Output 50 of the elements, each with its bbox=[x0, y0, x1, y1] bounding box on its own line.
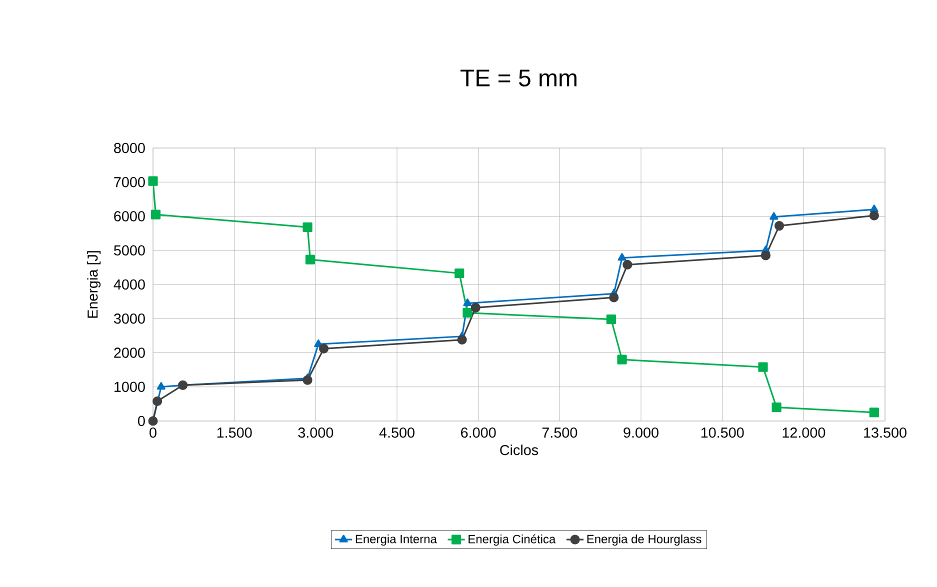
x-tick-label: 1.500 bbox=[217, 428, 252, 438]
y-tick-label: 4000 bbox=[114, 279, 145, 290]
x-tick-label: 12.000 bbox=[782, 428, 826, 438]
x-tick-label: 10.500 bbox=[701, 428, 744, 438]
x-tick-label: 6.000 bbox=[461, 428, 496, 438]
y-axis-title: Energia [J] bbox=[87, 251, 101, 318]
y-tick-label: 2000 bbox=[114, 348, 145, 358]
x-tick-label: 7.500 bbox=[542, 428, 578, 438]
x-tick-label: 4.500 bbox=[379, 428, 414, 438]
y-tick-label: 5000 bbox=[114, 245, 145, 256]
point bbox=[462, 308, 472, 318]
legend-label: Energia de Hourglass bbox=[587, 534, 702, 546]
point bbox=[617, 354, 627, 364]
point bbox=[609, 292, 619, 302]
point bbox=[302, 222, 312, 232]
y-tick-label: 0 bbox=[138, 416, 145, 426]
point bbox=[770, 212, 778, 220]
legend-label: Energia Cinética bbox=[468, 534, 556, 546]
point bbox=[305, 254, 316, 264]
point bbox=[148, 176, 158, 186]
y-tick-label: 7000 bbox=[114, 177, 145, 188]
point bbox=[454, 268, 464, 278]
y-tick-label: 8000 bbox=[114, 142, 145, 154]
x-tick-label: 0 bbox=[150, 428, 156, 438]
point bbox=[618, 253, 626, 261]
point bbox=[302, 375, 312, 385]
y-tick-label: 6000 bbox=[114, 211, 145, 222]
point bbox=[774, 221, 784, 231]
chart-title: TE = 5 mm bbox=[460, 70, 576, 86]
point bbox=[457, 334, 467, 345]
point bbox=[470, 302, 480, 313]
point bbox=[869, 210, 879, 220]
point bbox=[758, 362, 768, 372]
legend-label: Energia Interna bbox=[356, 534, 437, 546]
x-tick-label: 9.000 bbox=[624, 428, 658, 438]
point bbox=[319, 344, 329, 354]
point bbox=[606, 314, 616, 324]
x-axis-title: Ciclos bbox=[500, 444, 538, 456]
point bbox=[772, 402, 782, 412]
point bbox=[760, 250, 771, 260]
point bbox=[150, 210, 161, 220]
x-tick-label: 3.000 bbox=[298, 428, 334, 438]
point bbox=[156, 382, 166, 390]
point bbox=[463, 298, 472, 306]
y-tick-label: 3000 bbox=[114, 314, 145, 324]
point bbox=[622, 260, 632, 270]
x-tick-label: 13.500 bbox=[864, 428, 906, 438]
y-tick-label: 1000 bbox=[114, 382, 145, 392]
point bbox=[869, 408, 879, 418]
point bbox=[152, 396, 162, 406]
